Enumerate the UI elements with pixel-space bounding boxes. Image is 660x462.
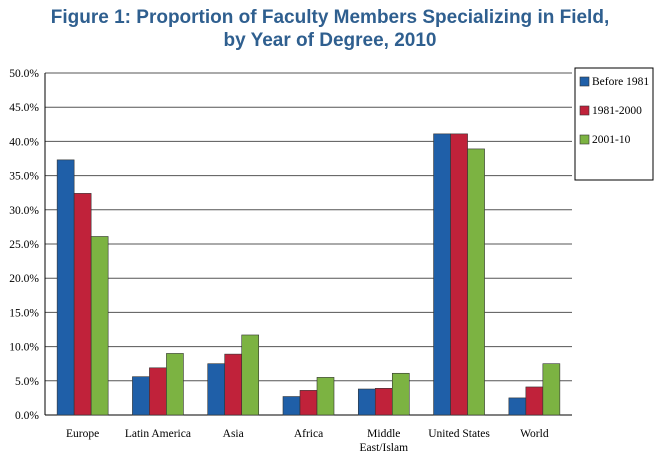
bar bbox=[56, 159, 75, 416]
bar bbox=[149, 367, 167, 416]
y-tick-label: 5.0% bbox=[15, 376, 39, 388]
y-tick-label: 50.0% bbox=[9, 68, 39, 80]
bar bbox=[207, 363, 226, 416]
legend-swatch bbox=[579, 105, 590, 116]
y-tick-label: 45.0% bbox=[9, 102, 39, 114]
y-tick-label: 35.0% bbox=[9, 171, 39, 183]
bar bbox=[508, 397, 527, 416]
bar bbox=[450, 133, 468, 416]
y-tick-label: 40.0% bbox=[9, 136, 39, 148]
chart-title-line-1: Figure 1: Proportion of Faculty Members … bbox=[50, 7, 610, 28]
bar bbox=[282, 396, 301, 416]
bar bbox=[90, 236, 109, 416]
x-tick-label: Middle bbox=[367, 428, 400, 440]
bar bbox=[299, 390, 318, 416]
x-tick-label: East/Islam bbox=[360, 442, 409, 454]
legend-label: 1981-2000 bbox=[592, 105, 642, 117]
bar bbox=[241, 334, 260, 416]
legend-box bbox=[574, 67, 654, 181]
y-tick-label: 0.0% bbox=[15, 410, 39, 422]
y-tick-label: 10.0% bbox=[9, 342, 39, 354]
bar bbox=[166, 353, 184, 416]
legend-swatch bbox=[579, 76, 590, 87]
x-tick-label: World bbox=[520, 428, 549, 440]
legend-swatch bbox=[579, 134, 590, 145]
bar bbox=[433, 133, 451, 416]
chart-title-line-2: by Year of Degree, 2010 bbox=[223, 30, 437, 51]
chart-title: Figure 1: Proportion of Faculty Members … bbox=[0, 6, 660, 52]
y-tick-label: 25.0% bbox=[9, 239, 39, 251]
bar bbox=[391, 372, 410, 416]
x-tick-label: Asia bbox=[223, 428, 244, 440]
bar bbox=[357, 388, 376, 416]
x-tick-label: United States bbox=[428, 428, 490, 440]
bar bbox=[224, 353, 243, 416]
bar bbox=[525, 386, 544, 416]
x-tick-label: Europe bbox=[66, 428, 99, 440]
bar bbox=[316, 377, 335, 416]
bar bbox=[132, 376, 150, 416]
x-tick-label: Latin America bbox=[125, 428, 191, 440]
bar bbox=[542, 363, 561, 416]
bar bbox=[374, 388, 393, 416]
y-tick-label: 15.0% bbox=[9, 307, 39, 319]
y-tick-label: 20.0% bbox=[9, 273, 39, 285]
legend-label: Before 1981 bbox=[592, 76, 649, 88]
bar bbox=[467, 148, 485, 416]
legend-label: 2001-10 bbox=[592, 134, 631, 146]
x-tick-label: Africa bbox=[294, 428, 323, 440]
y-tick-label: 30.0% bbox=[9, 205, 39, 217]
bar bbox=[73, 193, 92, 416]
